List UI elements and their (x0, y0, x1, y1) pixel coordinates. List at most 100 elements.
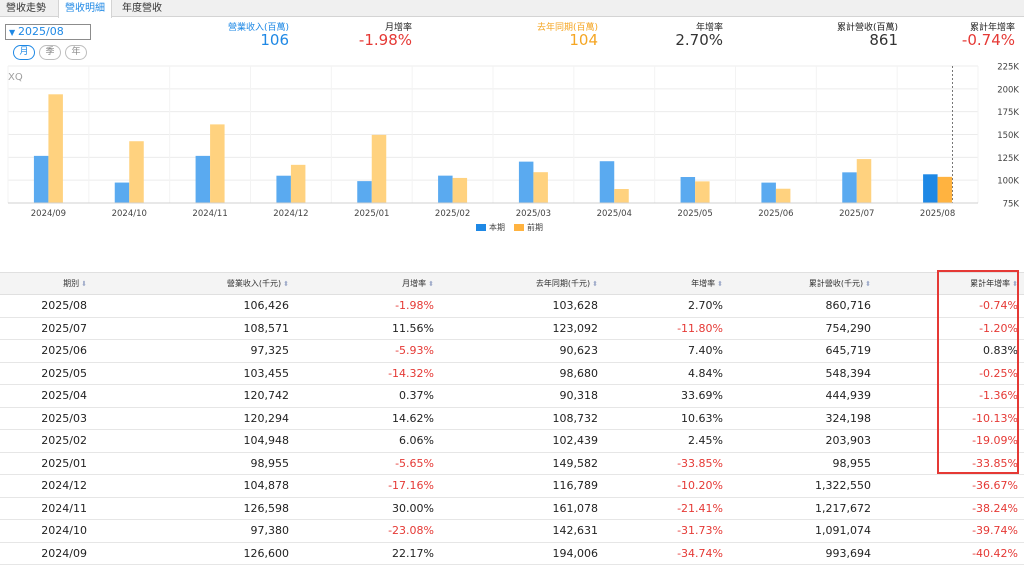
date-select-value: 2025/08 (18, 25, 64, 38)
stat-value-last-year: 104 (569, 31, 598, 49)
bar-previous (48, 94, 63, 203)
table-cell: 1,217,672 (815, 501, 871, 515)
table-cell: 7.40% (688, 344, 723, 357)
table-cell: 2.45% (688, 434, 723, 447)
column-header-label: 累計年增率 (970, 279, 1011, 288)
column-header[interactable]: 累計年增率 ⬍ (868, 273, 1018, 295)
table-cell: 2025/04 (41, 389, 87, 402)
table-row[interactable]: 2025/08 106,426 -1.98% 103,628 2.70% 860,716 -… (0, 295, 1024, 318)
table-cell: -40.42% (972, 546, 1018, 560)
column-header[interactable]: 累計營收(千元) ⬍ (721, 273, 871, 295)
table-cell: 194,006 (552, 546, 599, 560)
stat-value-yoy: 2.70% (675, 31, 723, 49)
table-cell: -5.65% (395, 456, 434, 470)
period-month-button[interactable]: 月 (13, 45, 35, 60)
table-cell: -0.74% (979, 299, 1018, 312)
table-cell: 2025/05 (41, 366, 87, 380)
x-tick-label: 2024/10 (112, 209, 147, 219)
sort-icon: ⬍ (717, 280, 723, 288)
table-cell: 1,091,074 (815, 524, 871, 537)
table-cell: -1.20% (979, 321, 1018, 335)
table-cell: 2024/09 (41, 546, 87, 560)
table-cell: -17.16% (388, 479, 434, 492)
table-cell: 104,878 (243, 479, 290, 492)
table-cell: 104,948 (243, 434, 290, 447)
table-cell: 2025/02 (41, 434, 87, 447)
bar-previous (614, 189, 629, 203)
table-cell: 6.06% (399, 434, 434, 447)
column-header[interactable]: 年增率 ⬍ (573, 273, 723, 295)
table-cell: 98,955 (250, 456, 290, 470)
sort-icon: ⬍ (428, 280, 434, 288)
table-cell: -0.25% (979, 366, 1018, 380)
stat-value-revenue: 106 (260, 31, 289, 49)
legend-label-current: 本期 (489, 222, 505, 232)
tab-annual-revenue[interactable]: 年度營收 (122, 3, 162, 14)
table-row[interactable]: 2025/03 120,294 14.62% 108,732 10.63% 324,198… (0, 408, 1024, 430)
x-tick-label: 2025/05 (677, 209, 712, 219)
legend-label-previous: 前期 (527, 222, 543, 232)
table-cell: -33.85% (972, 456, 1018, 470)
table-cell: -1.98% (395, 299, 434, 312)
table-row[interactable]: 2024/12 104,878 -17.16% 116,789 -10.20% 1,322… (0, 475, 1024, 498)
table-row[interactable]: 2025/01 98,955 -5.65% 149,582 -33.85% 98,955 -… (0, 453, 1024, 475)
column-header-label: 期別 (63, 279, 80, 288)
date-select[interactable]: ▼ 2025/08 (5, 24, 91, 40)
bar-current (276, 175, 291, 203)
x-tick-label: 2024/11 (192, 209, 227, 219)
table-cell: 754,290 (825, 321, 872, 335)
table-cell: 2025/01 (41, 456, 87, 470)
period-quarter-button[interactable]: 季 (39, 45, 61, 60)
table-row[interactable]: 2025/07 108,571 11.56% 123,092 -11.80% 754,29… (0, 318, 1024, 340)
table-cell: -11.80% (677, 321, 723, 335)
table-cell: 126,598 (243, 501, 290, 515)
column-header[interactable]: 期別 ⬇ (0, 273, 87, 295)
column-header[interactable]: 營業收入(千元) ⬍ (139, 273, 289, 295)
x-tick-label: 2024/12 (273, 209, 308, 219)
x-tick-label: 2025/03 (516, 209, 551, 219)
y-tick-label: 125K (997, 154, 1019, 164)
table-row[interactable]: 2024/10 97,380 -23.08% 142,631 -31.73% 1,091,… (0, 520, 1024, 543)
table-row[interactable]: 2024/11 126,598 30.00% 161,078 -21.41% 1,217,… (0, 498, 1024, 520)
legend-swatch-previous (514, 224, 524, 231)
table-cell: 2024/10 (41, 524, 87, 537)
bar-previous (452, 177, 468, 203)
table-cell: -10.20% (677, 479, 723, 492)
stat-label-mom: 月增率 (384, 23, 412, 33)
table-cell: 90,318 (559, 389, 599, 402)
table-cell: 10.63% (681, 411, 723, 425)
table-row[interactable]: 2025/05 103,455 -14.32% 98,680 4.84% 548,394 -… (0, 363, 1024, 385)
table-cell: 123,092 (552, 321, 599, 335)
table-cell: 4.84% (688, 366, 723, 380)
table-cell: 97,325 (250, 344, 290, 357)
x-tick-label: 2024/09 (31, 209, 66, 219)
table-row[interactable]: 2025/04 120,742 0.37% 90,318 33.69% 444,939 -1… (0, 385, 1024, 408)
table-cell: -14.32% (388, 366, 434, 380)
table-row[interactable]: 2025/02 104,948 6.06% 102,439 2.45% 203,903 -1… (0, 430, 1024, 453)
table-cell: -34.74% (677, 546, 723, 560)
table-cell: 142,631 (552, 524, 599, 537)
table-cell: 2024/11 (41, 501, 87, 515)
stat-label-cumulative-yoy: 累計年增率 (969, 23, 1015, 33)
chevron-down-icon: ▼ (9, 28, 16, 37)
table-cell: -38.24% (972, 501, 1018, 515)
tab-revenue-trend[interactable]: 營收走勢 (6, 3, 46, 14)
tab-revenue-detail[interactable]: 營收明細 (58, 0, 112, 18)
table-cell: 108,732 (552, 411, 599, 425)
x-tick-label: 2025/07 (839, 209, 874, 219)
table-cell: 149,582 (552, 456, 599, 470)
table-cell: 126,600 (243, 546, 290, 560)
table-cell: -21.41% (677, 501, 723, 515)
table-row[interactable]: 2024/09 126,600 22.17% 194,006 -34.74% 993,69… (0, 543, 1024, 565)
stat-value-cumulative: 861 (869, 31, 898, 49)
table-cell: 14.62% (392, 411, 434, 425)
table-cell: 2025/03 (41, 411, 87, 425)
table-row[interactable]: 2025/06 97,325 -5.93% 90,623 7.40% 645,719 0.8… (0, 340, 1024, 363)
column-header[interactable]: 去年同期(千元) ⬍ (448, 273, 598, 295)
column-header[interactable]: 月增率 ⬍ (284, 273, 434, 295)
table-cell: -39.74% (972, 524, 1018, 537)
bar-current (195, 155, 211, 203)
table-cell: 548,394 (825, 366, 872, 380)
table-cell: -10.13% (972, 411, 1018, 425)
period-year-button[interactable]: 年 (65, 45, 87, 60)
